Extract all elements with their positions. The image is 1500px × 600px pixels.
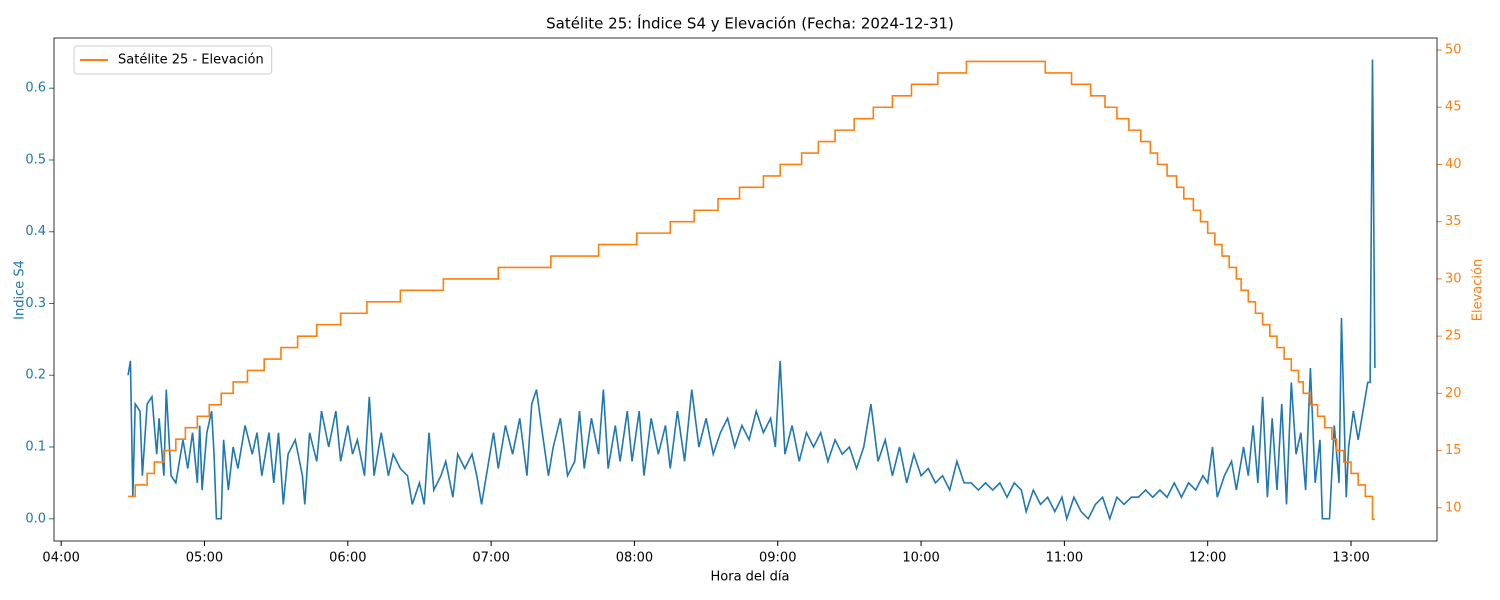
y-tick-label: 0.5 [25,152,46,167]
series-line [127,59,1376,522]
legend-box [73,45,273,75]
y2-tick-label: 15 [1445,443,1462,458]
y-tick-label: 0.0 [25,511,46,526]
y2-tick-label: 40 [1445,157,1462,172]
y-tick-label: 0.1 [25,440,46,455]
y2-tick-label: 25 [1445,329,1462,344]
chart-title: Satélite 25: Índice S4 y Elevación (Fech… [546,14,954,33]
y-tick-label: 0.4 [25,224,46,239]
y2-tick-label: 10 [1445,500,1462,515]
x-tick-label: 07:00 [472,551,509,566]
series-line [128,60,1375,521]
legend-label: Satélite 25 - Elevación [118,53,264,68]
x-tick-label: 11:00 [1046,551,1083,566]
x-tick-label: 08:00 [616,551,653,566]
x-tick-label: 06:00 [329,551,366,566]
y-tick-label: 0.6 [25,81,46,96]
plot-frame [53,37,1438,542]
y2-tick-label: 35 [1445,214,1462,229]
x-tick-label: 12:00 [1189,551,1226,566]
x-tick-label: 09:00 [759,551,796,566]
y-axis-label: Indice S4 [13,260,28,320]
y2-tick-label: 30 [1445,271,1462,286]
x-tick-label: 05:00 [186,551,223,566]
x-axis-label: Hora del día [711,570,790,585]
x-tick-label: 13:00 [1332,551,1369,566]
y2-tick-label: 20 [1445,386,1462,401]
y2-tick-label: 45 [1445,100,1462,115]
x-tick-label: 04:00 [42,551,79,566]
y-tick-label: 0.2 [25,368,46,383]
x-tick-label: 10:00 [902,551,939,566]
y2-axis-label: Elevación [1471,259,1486,321]
y2-tick-label: 50 [1445,43,1462,58]
y-tick-label: 0.3 [25,296,46,311]
